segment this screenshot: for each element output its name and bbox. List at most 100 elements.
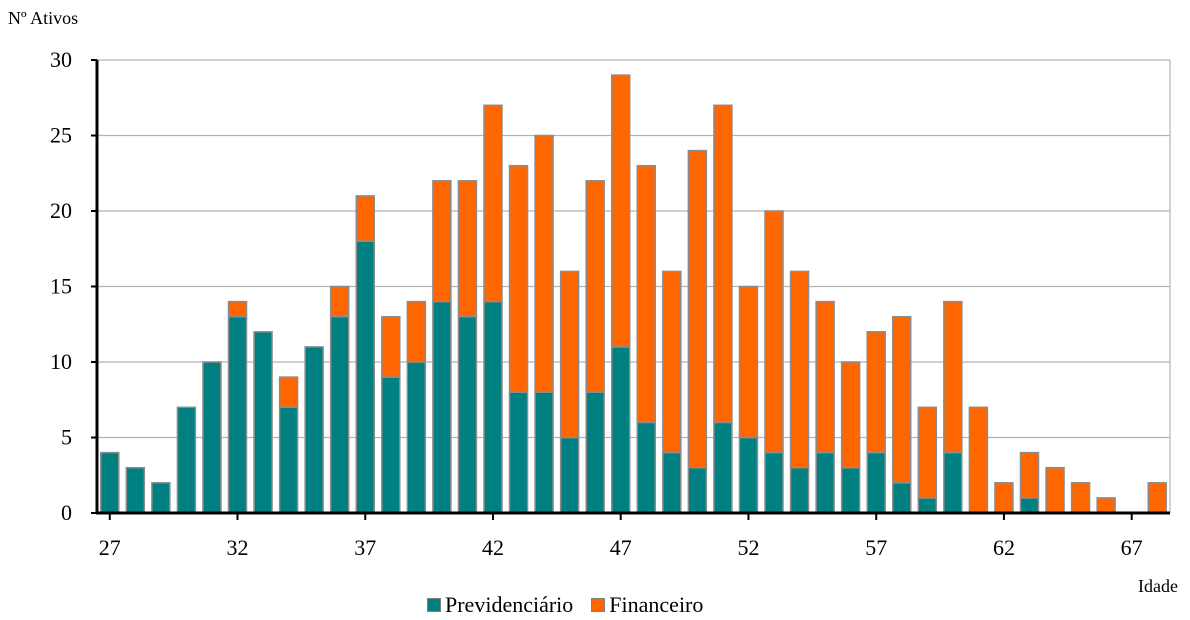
bar-financeiro	[892, 315, 912, 484]
bar-financeiro	[1019, 451, 1040, 499]
legend-label-previdenciario: Previdenciário	[445, 592, 574, 617]
x-tick-label: 52	[737, 535, 759, 560]
x-tick-label: 62	[993, 535, 1015, 560]
bar-previdenciario	[636, 421, 657, 514]
bars	[100, 74, 1167, 514]
bar-previdenciario	[585, 391, 605, 514]
bar-financeiro	[1147, 482, 1167, 514]
y-tick-label: 5	[61, 425, 72, 450]
bar-financeiro	[457, 180, 478, 318]
bar-financeiro	[483, 104, 503, 303]
bar-financeiro	[636, 164, 657, 424]
bar-previdenciario	[125, 466, 146, 514]
bar-previdenciario	[304, 346, 324, 514]
bar-financeiro	[1045, 466, 1065, 514]
bar-financeiro	[1070, 482, 1091, 514]
bar-previdenciario	[789, 466, 810, 514]
bar-previdenciario	[738, 436, 759, 514]
bar-previdenciario	[1019, 497, 1040, 514]
bar-financeiro	[713, 104, 733, 424]
bar-previdenciario	[534, 391, 554, 514]
gridlines	[97, 59, 1171, 513]
x-tick-labels: 27 32 37 42 47 52 57 62 67	[99, 535, 1143, 560]
x-tick-label: 27	[99, 535, 121, 560]
bar-previdenciario	[687, 466, 708, 514]
bar-previdenciario	[176, 406, 197, 514]
legend-swatch-previdenciario	[427, 598, 441, 612]
bar-previdenciario	[355, 240, 375, 514]
bar-financeiro	[278, 376, 299, 409]
bar-financeiro	[943, 300, 963, 454]
bar-previdenciario	[815, 451, 835, 514]
axes	[91, 59, 1170, 520]
x-tick-label: 37	[354, 535, 376, 560]
bar-previdenciario	[227, 315, 248, 514]
bar-financeiro	[789, 270, 810, 469]
bar-financeiro	[968, 406, 989, 514]
bar-previdenciario	[278, 406, 299, 514]
bar-previdenciario	[151, 482, 171, 514]
bar-financeiro	[764, 210, 784, 454]
bar-previdenciario	[253, 331, 273, 514]
bar-previdenciario	[866, 451, 886, 514]
bar-financeiro	[917, 406, 938, 499]
bar-previdenciario	[406, 361, 427, 514]
bar-previdenciario	[508, 391, 529, 514]
bar-financeiro	[662, 270, 682, 454]
bar-previdenciario	[713, 421, 733, 514]
bar-financeiro	[815, 300, 835, 454]
y-tick-label: 20	[50, 198, 72, 223]
bar-previdenciario	[483, 300, 503, 514]
bar-previdenciario	[559, 436, 580, 514]
bar-financeiro	[329, 285, 350, 318]
bar-financeiro	[381, 315, 401, 378]
bar-financeiro	[687, 149, 708, 469]
bar-previdenciario	[892, 482, 912, 514]
bar-financeiro	[738, 285, 759, 439]
bar-previdenciario	[457, 315, 478, 514]
bar-previdenciario	[610, 346, 631, 514]
y-tick-label: 15	[50, 274, 72, 299]
bar-financeiro	[534, 134, 554, 393]
bar-previdenciario	[432, 300, 452, 514]
bar-previdenciario	[840, 466, 861, 514]
y-tick-label: 0	[61, 500, 72, 525]
bar-financeiro	[432, 180, 452, 303]
bar-financeiro	[994, 482, 1014, 514]
legend-label-financeiro: Financeiro	[609, 592, 704, 617]
x-tick-label: 67	[1121, 535, 1143, 560]
bar-previdenciario	[662, 451, 682, 514]
x-tick-label: 42	[482, 535, 504, 560]
bar-previdenciario	[917, 497, 938, 514]
bar-financeiro	[866, 331, 886, 454]
bar-previdenciario	[764, 451, 784, 514]
bar-previdenciario	[100, 451, 120, 514]
x-tick-label: 57	[865, 535, 887, 560]
bar-previdenciario	[943, 451, 963, 514]
bar-financeiro	[840, 361, 861, 469]
y-axis-title: Nº Ativos	[8, 8, 78, 28]
y-tick-label: 10	[50, 349, 72, 374]
bar-financeiro	[227, 300, 248, 318]
bar-previdenciario	[381, 376, 401, 514]
y-tick-labels: 0 5 10 15 20 25 30	[50, 47, 72, 525]
legend: Previdenciário Financeiro	[427, 594, 721, 616]
bar-previdenciario	[202, 361, 222, 514]
legend-item-financeiro: Financeiro	[591, 594, 703, 616]
bar-previdenciario	[329, 315, 350, 514]
legend-item-previdenciario: Previdenciário	[427, 594, 573, 616]
y-tick-label: 30	[50, 47, 72, 72]
x-axis-title: Idade	[1138, 576, 1178, 596]
bar-financeiro	[559, 270, 580, 439]
x-tick-label: 47	[610, 535, 632, 560]
bar-financeiro	[406, 300, 427, 363]
bar-financeiro	[508, 164, 529, 393]
y-tick-label: 25	[50, 123, 72, 148]
bar-financeiro	[610, 74, 631, 348]
x-tick-label: 32	[227, 535, 249, 560]
legend-swatch-financeiro	[591, 598, 606, 612]
bar-financeiro	[355, 195, 375, 242]
bar-financeiro	[1096, 497, 1116, 514]
bar-financeiro	[585, 180, 605, 393]
